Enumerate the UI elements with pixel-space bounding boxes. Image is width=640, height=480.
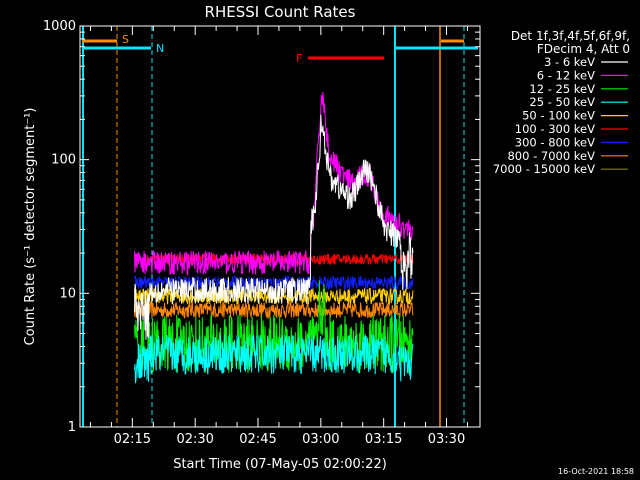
saa-label: S [122,33,129,46]
flare-label: F [296,52,302,65]
x-tick-label: 02:30 [176,432,213,447]
y-tick-label: 100 [51,153,76,168]
legend-label-5: 50 - 100 keV [522,109,595,123]
x-tick-label: 03:15 [365,432,402,447]
x-tick-label: 03:30 [428,432,465,447]
x-tick-label: 02:45 [239,432,276,447]
legend-header-1: Det 1f,3f,4f,5f,6f,9f, [511,29,630,43]
y-tick-label: 1 [68,420,76,435]
series-line-4 [134,334,414,384]
legend-label-7: 300 - 800 keV [515,135,595,149]
x-tick-label: 02:15 [114,432,151,447]
legend-label-8: 800 - 7000 keV [507,149,595,163]
y-axis-label: Count Rate (s⁻¹ detector segment⁻¹) [23,108,38,346]
y-tick-label: 10 [59,286,76,301]
legend-label-6: 100 - 300 keV [515,122,595,136]
legend-label-2: 6 - 12 keV [537,68,595,82]
series-line-8 [134,300,414,320]
x-axis-label: Start Time (07-May-05 02:00:22) [173,457,387,472]
chart-title: RHESSI Count Rates [205,3,356,21]
y-tick-label: 1000 [43,19,76,34]
plot-frame [79,25,481,428]
legend-label-1: 3 - 6 keV [544,55,595,69]
legend-label-4: 25 - 50 keV [529,95,595,109]
legend-header-2: FDecim 4, Att 0 [537,42,630,56]
series-line-1 [134,114,414,340]
legend-label-3: 12 - 25 keV [529,82,595,96]
footer-timestamp: 16-Oct-2021 18:58 [558,467,634,476]
x-tick-label: 03:00 [302,432,339,447]
legend-label-9: 7000 - 15000 keV [493,162,595,176]
night-label: N [156,42,164,55]
